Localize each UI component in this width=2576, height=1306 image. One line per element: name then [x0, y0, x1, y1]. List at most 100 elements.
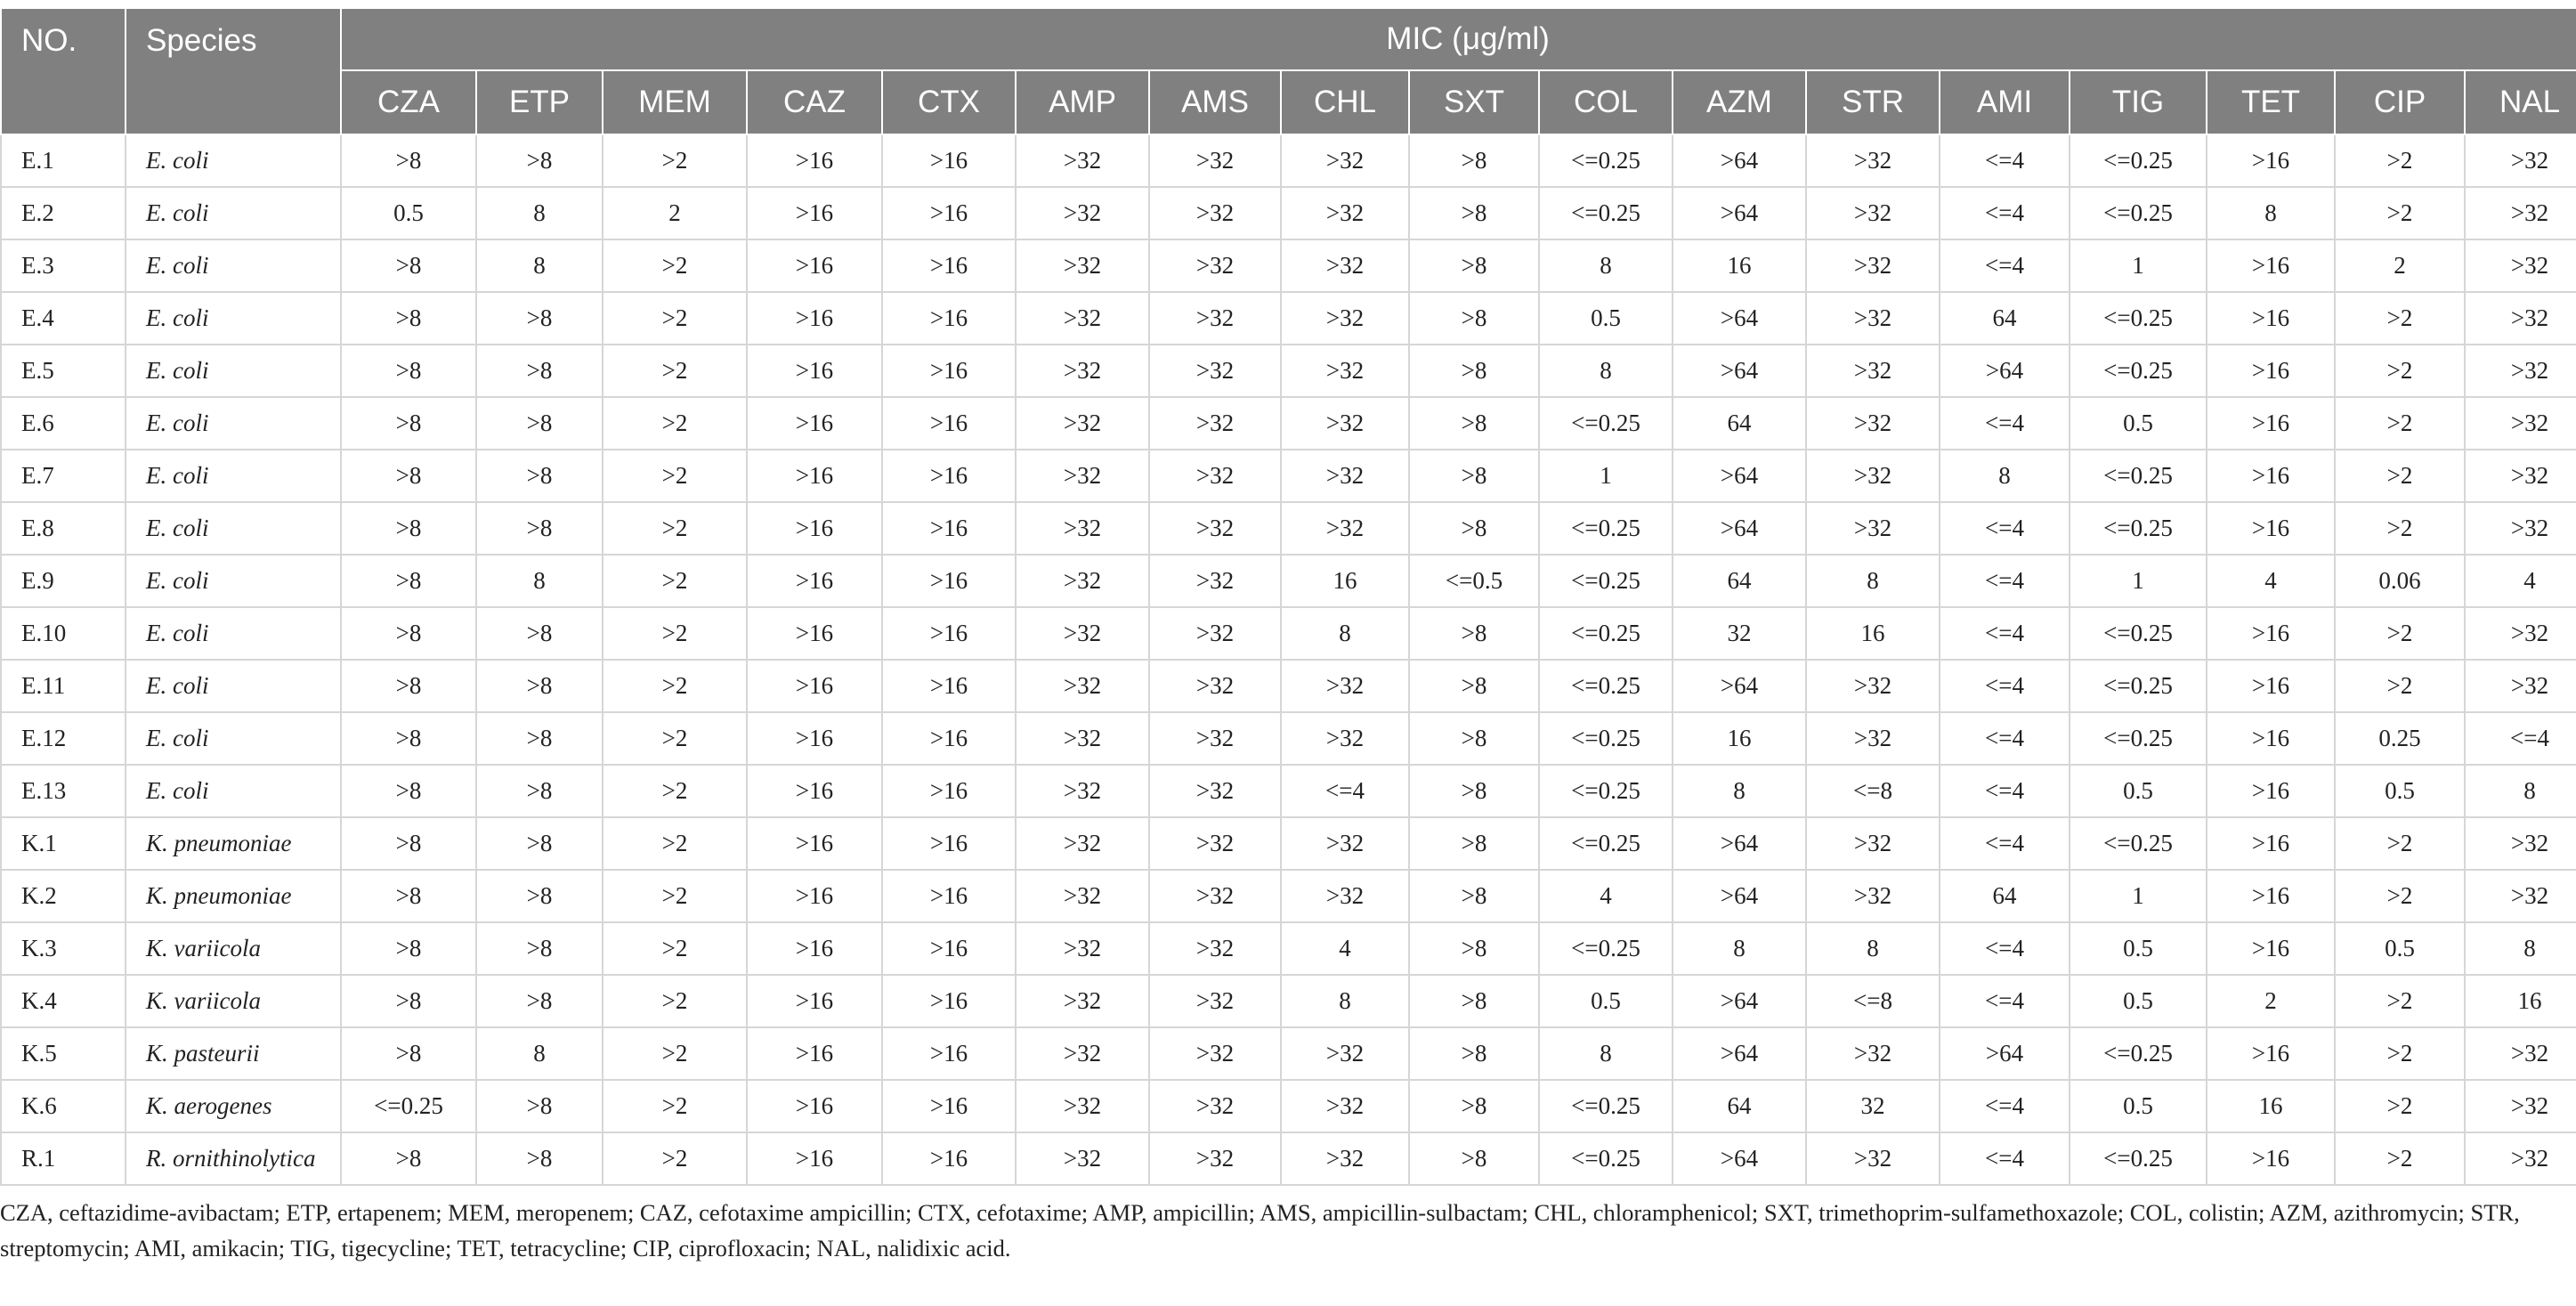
mic-value-cell: >8 — [475, 291, 603, 345]
mic-value-cell: >16 — [746, 816, 883, 871]
mic-value-cell: <=0.25 — [1538, 764, 1673, 818]
mic-value-cell: >16 — [2206, 816, 2336, 871]
table-row: K.5 K. pasteurii >8 8 >2 >16 >16 >32 >32 >32 >8 8 >6… — [0, 1026, 2576, 1081]
mic-value-cell: 16 — [1805, 606, 1940, 661]
mic-value-cell: >16 — [2206, 921, 2336, 976]
species-cell: E. coli — [125, 344, 342, 398]
mic-value-cell: >32 — [1148, 186, 1282, 240]
table-body: E.1 E. coli >8 >8 >2 >16 >16 >32 >32 >32 >8 <=0.25 >… — [0, 134, 2576, 1186]
mic-value-cell: >8 — [475, 396, 603, 450]
mic-value-cell: >16 — [881, 974, 1017, 1028]
mic-value-cell: >16 — [746, 396, 883, 450]
mic-value-cell: >32 — [1015, 554, 1150, 608]
mic-value-cell: >32 — [1280, 239, 1410, 293]
mic-value-cell: >32 — [1805, 711, 1940, 766]
mic-value-cell: >64 — [1672, 344, 1807, 398]
mic-value-cell: >8 — [340, 974, 477, 1028]
mic-value-cell: >8 — [340, 239, 477, 293]
mic-value-cell: >8 — [1408, 606, 1540, 661]
mic-value-cell: 32 — [1805, 1079, 1940, 1133]
mic-value-cell: >8 — [1408, 396, 1540, 450]
mic-value-cell: >16 — [2206, 134, 2336, 188]
mic-value-cell: >8 — [340, 921, 477, 976]
mic-value-cell: <=4 — [1939, 816, 2070, 871]
mic-value-cell: >16 — [2206, 711, 2336, 766]
species-cell: E. coli — [125, 449, 342, 503]
mic-value-cell: <=4 — [1939, 396, 2070, 450]
mic-value-cell: <=0.25 — [1538, 606, 1673, 661]
mic-value-cell: 8 — [1672, 921, 1807, 976]
mic-value-cell: >8 — [475, 344, 603, 398]
mic-value-cell: 8 — [2463, 764, 2576, 818]
mic-value-cell: >16 — [746, 239, 883, 293]
mic-value-cell: >8 — [475, 1132, 603, 1186]
species-cell: E. coli — [125, 501, 342, 556]
table-row: E.9 E. coli >8 8 >2 >16 >16 >32 >32 16 <=0.5 <=0.25… — [0, 554, 2576, 608]
mic-value-cell: >32 — [1148, 1026, 1282, 1081]
document: NO. Species MIC (μg/ml) CZA ETP MEM CAZ CTX A… — [0, 7, 2576, 1266]
isolate-id-cell: E.8 — [0, 501, 126, 556]
column-header-antibiotic: COL — [1538, 69, 1673, 135]
mic-value-cell: >2 — [602, 344, 748, 398]
mic-value-cell: >16 — [881, 1026, 1017, 1081]
mic-value-cell: >2 — [602, 291, 748, 345]
mic-value-cell: >8 — [475, 764, 603, 818]
mic-value-cell: <=0.25 — [2069, 134, 2207, 188]
mic-value-cell: >32 — [1148, 239, 1282, 293]
mic-value-cell: >2 — [2334, 816, 2466, 871]
mic-value-cell: >8 — [340, 396, 477, 450]
mic-value-cell: >32 — [1280, 816, 1410, 871]
mic-value-cell: >32 — [2463, 134, 2576, 188]
mic-value-cell: <=4 — [1939, 974, 2070, 1028]
column-header-antibiotic: AMP — [1015, 69, 1150, 135]
mic-value-cell: <=4 — [1939, 659, 2070, 713]
mic-value-cell: >8 — [1408, 764, 1540, 818]
mic-value-cell: <=4 — [1280, 764, 1410, 818]
mic-value-cell: >32 — [2463, 816, 2576, 871]
mic-value-cell: >64 — [1672, 1132, 1807, 1186]
mic-value-cell: >32 — [1148, 764, 1282, 818]
mic-value-cell: >32 — [2463, 606, 2576, 661]
table-row: E.3 E. coli >8 8 >2 >16 >16 >32 >32 >32 >8 8 16 >32 <=… — [0, 239, 2576, 293]
mic-value-cell: >16 — [881, 816, 1017, 871]
mic-value-cell: <=0.25 — [2069, 344, 2207, 398]
mic-value-cell: >32 — [1805, 869, 1940, 923]
mic-value-cell: 0.5 — [2069, 974, 2207, 1028]
mic-value-cell: >16 — [746, 974, 883, 1028]
mic-value-cell: <=0.25 — [340, 1079, 477, 1133]
mic-value-cell: >32 — [1280, 1079, 1410, 1133]
mic-value-cell: >8 — [340, 816, 477, 871]
mic-value-cell: <=0.25 — [2069, 659, 2207, 713]
mic-value-cell: >64 — [1672, 1026, 1807, 1081]
mic-value-cell: >32 — [1805, 659, 1940, 713]
mic-value-cell: >32 — [1805, 344, 1940, 398]
mic-value-cell: >32 — [1280, 134, 1410, 188]
mic-value-cell: >32 — [1148, 1132, 1282, 1186]
mic-value-cell: >2 — [602, 501, 748, 556]
mic-value-cell: 32 — [1672, 606, 1807, 661]
mic-value-cell: >64 — [1672, 816, 1807, 871]
mic-value-cell: >16 — [881, 134, 1017, 188]
mic-value-cell: >16 — [746, 186, 883, 240]
mic-value-cell: >32 — [2463, 501, 2576, 556]
mic-value-cell: >2 — [602, 711, 748, 766]
species-cell: E. coli — [125, 239, 342, 293]
mic-value-cell: >32 — [1015, 921, 1150, 976]
mic-value-cell: >8 — [475, 816, 603, 871]
mic-value-cell: 8 — [1538, 1026, 1673, 1081]
column-header-antibiotic: MEM — [602, 69, 748, 135]
mic-value-cell: >8 — [475, 134, 603, 188]
mic-value-cell: <=0.25 — [2069, 711, 2207, 766]
mic-value-cell: >32 — [1015, 449, 1150, 503]
species-cell: E. coli — [125, 659, 342, 713]
mic-value-cell: 8 — [475, 186, 603, 240]
mic-value-cell: >32 — [1280, 869, 1410, 923]
mic-value-cell: >2 — [2334, 396, 2466, 450]
mic-value-cell: 8 — [1672, 764, 1807, 818]
table-row: K.3 K. variicola >8 >8 >2 >16 >16 >32 >32 4 >8 <=0.… — [0, 921, 2576, 976]
mic-value-cell: <=0.25 — [1538, 659, 1673, 713]
isolate-id-cell: E.13 — [0, 764, 126, 818]
mic-value-cell: <=0.5 — [1408, 554, 1540, 608]
isolate-id-cell: E.11 — [0, 659, 126, 713]
mic-value-cell: >32 — [1148, 606, 1282, 661]
